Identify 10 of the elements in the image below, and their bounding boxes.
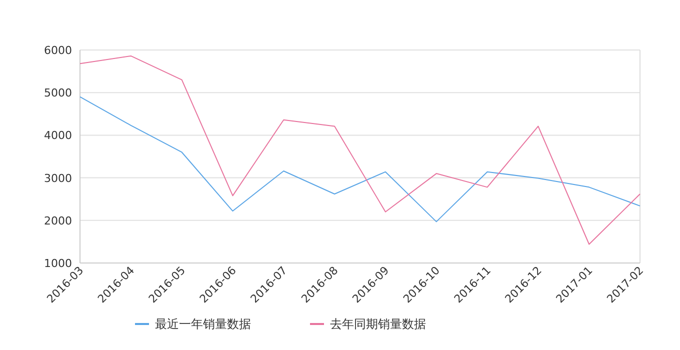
y-tick-label: 3000: [44, 172, 72, 185]
y-tick-label: 5000: [44, 86, 72, 100]
line-series: [80, 55, 640, 245]
y-tick-label: 1000: [44, 257, 72, 270]
y-tick-label: 4000: [44, 129, 72, 142]
line-series: [80, 96, 640, 222]
y-tick-label: 2000: [44, 214, 72, 228]
legend-label: 去年同期销量数据: [330, 317, 426, 331]
legend-label: 最近一年销量数据: [155, 317, 251, 331]
y-tick-label: 6000: [44, 44, 72, 57]
